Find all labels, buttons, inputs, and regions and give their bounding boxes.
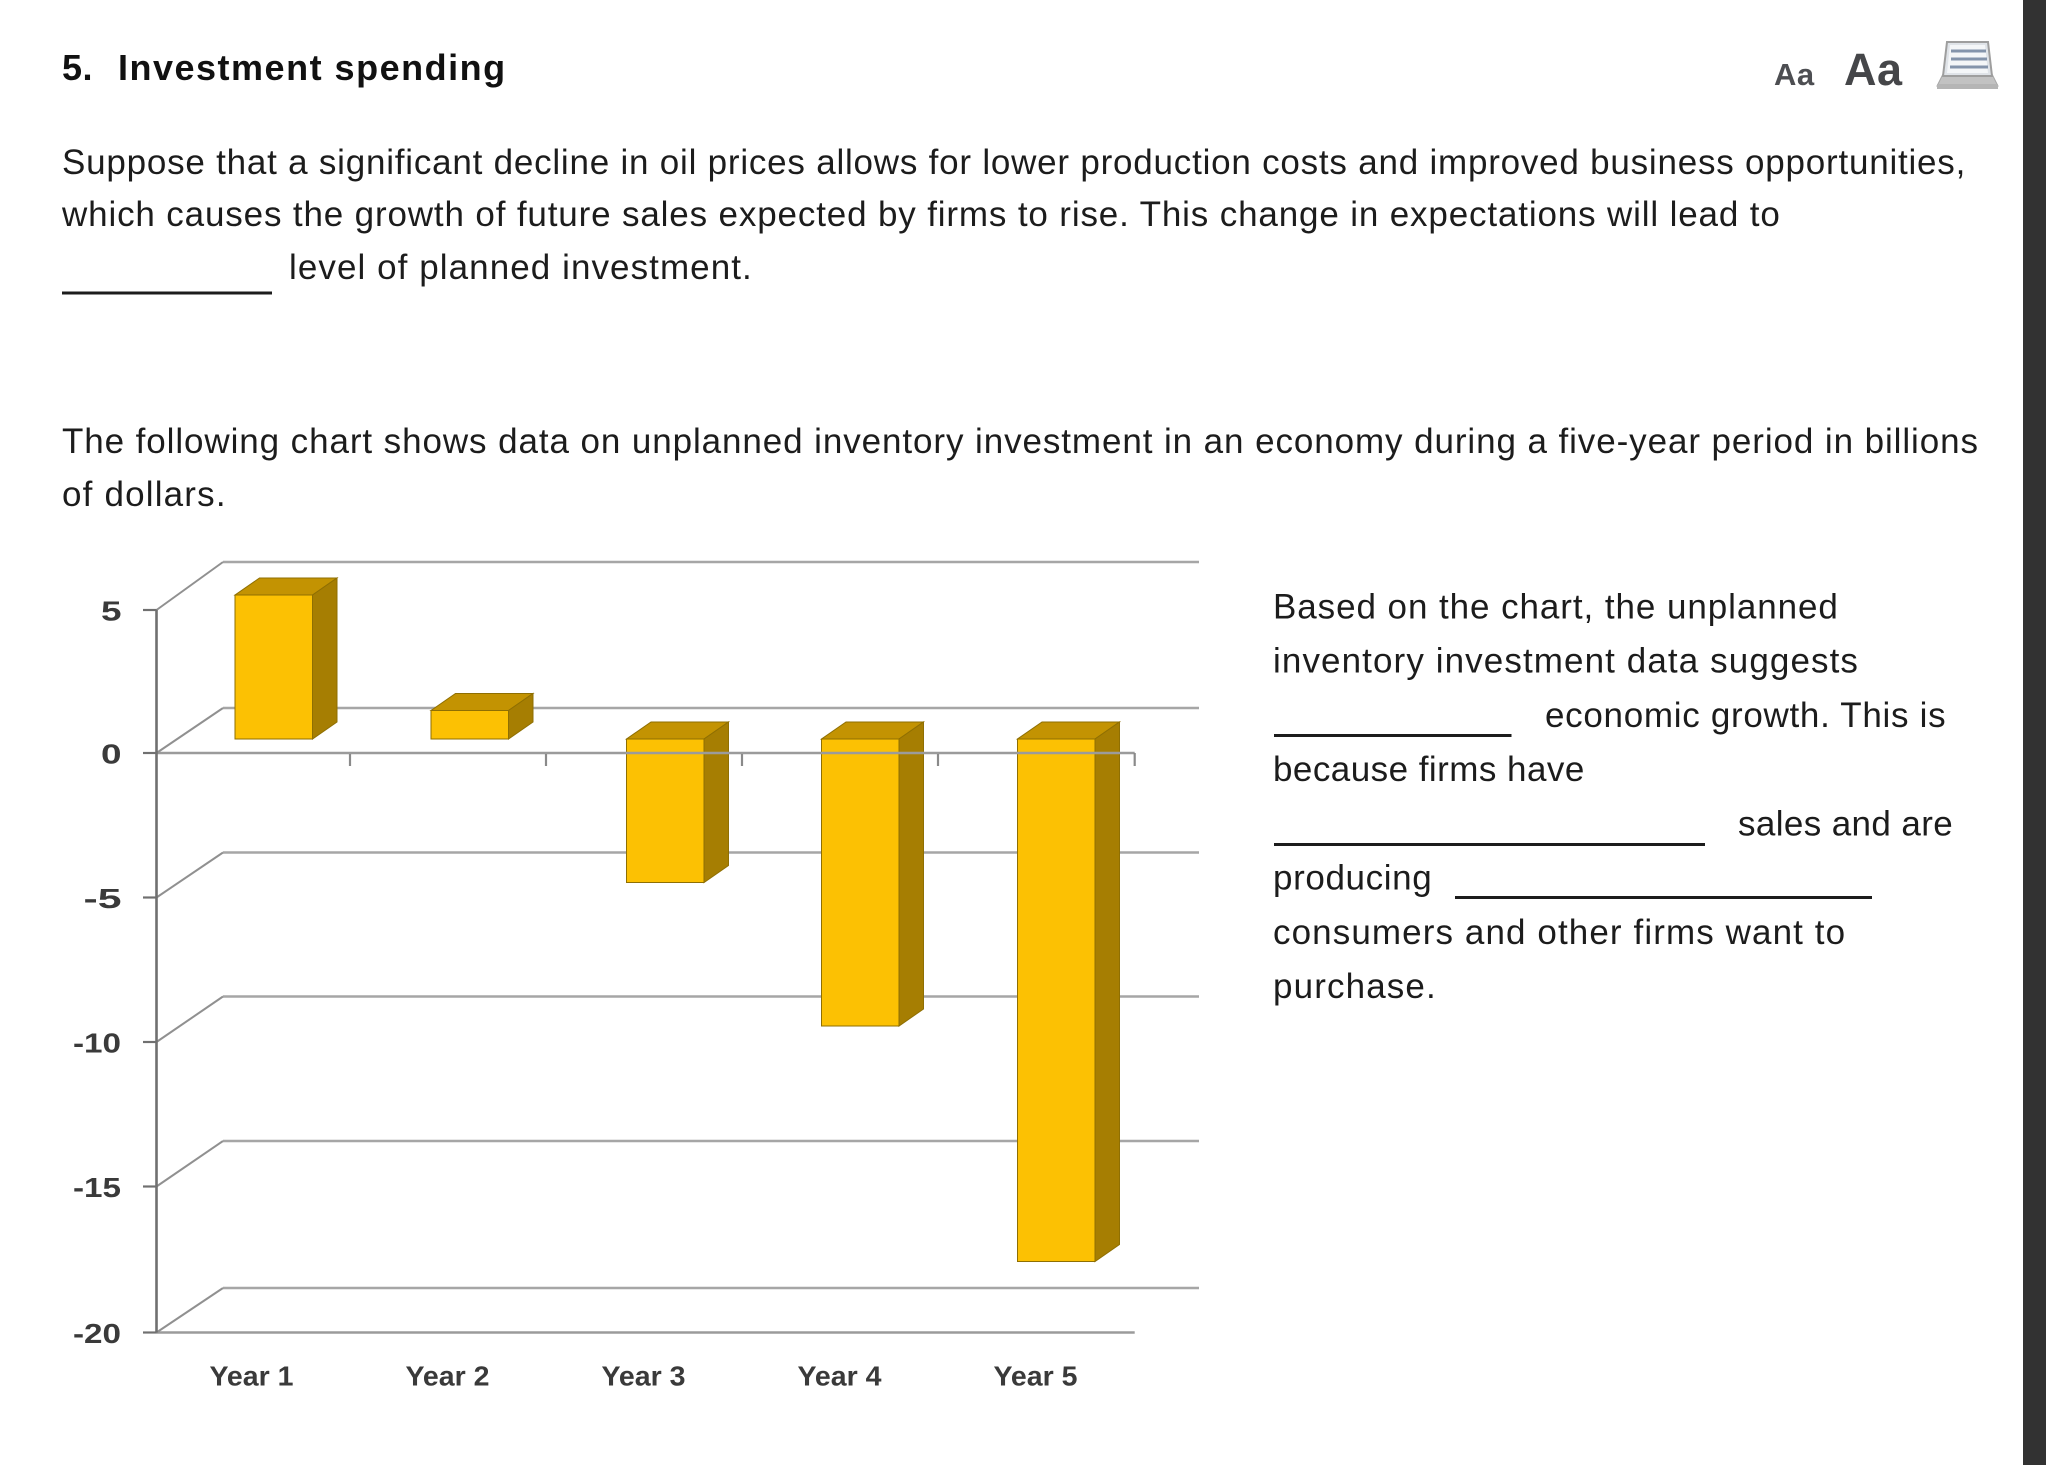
svg-text:Aa: Aa (1774, 57, 1815, 92)
svg-text:5.: 5. (62, 47, 93, 88)
svg-text:because firms have: because firms have (1273, 750, 1585, 789)
svg-text:Year 4: Year 4 (798, 1361, 882, 1392)
svg-text:0: 0 (101, 739, 122, 770)
svg-text:purchase.: purchase. (1273, 967, 1437, 1006)
svg-text:of dollars.: of dollars. (62, 475, 227, 514)
svg-text:Aa: Aa (1844, 44, 1903, 95)
svg-text:Year 1: Year 1 (210, 1361, 294, 1392)
svg-text:sales and are: sales and are (1738, 804, 1953, 843)
svg-text:inventory investment data sugg: inventory investment data suggests (1273, 642, 1859, 681)
svg-text:which causes the growth of fut: which causes the growth of future sales … (61, 195, 1781, 234)
svg-text:consumers and other firms want: consumers and other firms want to (1273, 913, 1846, 952)
svg-text:-15: -15 (73, 1172, 121, 1203)
svg-text:economic growth. This is: economic growth. This is (1545, 696, 1946, 735)
svg-text:Investment spending: Investment spending (118, 47, 507, 88)
svg-text:The following chart shows data: The following chart shows data on unplan… (62, 422, 1979, 461)
svg-text:5: 5 (101, 596, 122, 627)
svg-text:Suppose that a significant dec: Suppose that a significant decline in oi… (62, 143, 1966, 182)
svg-text:-10: -10 (73, 1028, 121, 1059)
svg-text:Year 2: Year 2 (406, 1361, 490, 1392)
svg-text:level of planned investment.: level of planned investment. (289, 248, 753, 287)
svg-text:-20: -20 (73, 1318, 121, 1349)
svg-text:Based on the chart, the unplan: Based on the chart, the unplanned (1273, 588, 1839, 627)
svg-text:-5: -5 (84, 883, 122, 914)
svg-text:Year 3: Year 3 (602, 1361, 686, 1392)
svg-text:Year 5: Year 5 (994, 1361, 1078, 1392)
svg-text:producing: producing (1273, 859, 1432, 898)
